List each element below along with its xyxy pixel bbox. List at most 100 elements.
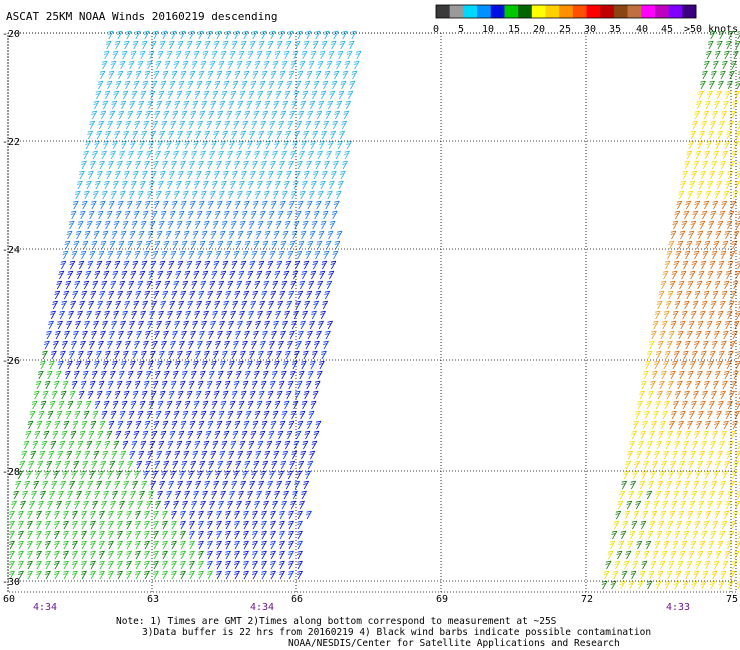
wind-barb (124, 300, 131, 310)
wind-barb (192, 450, 199, 460)
wind-barb (709, 30, 716, 40)
legend-swatch (545, 5, 560, 18)
wind-barb (45, 530, 51, 540)
wind-barb (631, 430, 637, 440)
wind-barb (167, 220, 174, 230)
wind-barb (684, 480, 691, 490)
wind-barb (208, 110, 215, 120)
wind-barb (168, 260, 175, 270)
wind-barb (333, 160, 339, 170)
wind-barb (302, 440, 309, 450)
wind-barb (131, 310, 137, 320)
wind-barb (724, 550, 731, 560)
wind-barb (45, 540, 51, 550)
wind-barb (167, 90, 174, 100)
wind-barb (48, 360, 55, 370)
wind-barb (252, 530, 258, 540)
wind-barb (634, 550, 641, 560)
wind-barb (652, 320, 659, 330)
wind-barb (110, 150, 116, 160)
wind-barb (725, 360, 732, 370)
wind-barb (288, 530, 294, 540)
wind-barb (126, 510, 132, 520)
wind-barb (286, 210, 293, 220)
wind-barb (202, 140, 208, 150)
wind-barb (656, 300, 663, 310)
wind-barb (159, 390, 166, 400)
legend-swatch (518, 5, 533, 18)
wind-barb (157, 270, 164, 280)
wind-barb (143, 120, 150, 130)
wind-barb (260, 120, 267, 130)
wind-barb (673, 580, 680, 590)
wind-barb (271, 370, 278, 380)
wind-barb (304, 430, 311, 440)
wind-barb (717, 220, 724, 230)
wind-barb (115, 170, 121, 180)
wind-barb (151, 210, 158, 220)
wind-barb (170, 380, 177, 390)
wind-barb (184, 490, 190, 500)
wind-barb (632, 470, 639, 480)
wind-barb (224, 380, 231, 390)
wind-barb (169, 80, 176, 90)
wind-barb (88, 210, 95, 220)
wind-barb (209, 190, 216, 200)
wind-barb (300, 360, 307, 370)
wind-barb (164, 60, 171, 70)
wind-barb (59, 440, 66, 450)
wind-barb (245, 190, 252, 200)
wind-barb (644, 410, 650, 420)
wind-barb (321, 350, 327, 360)
legend-swatch (436, 5, 451, 18)
wind-barb (292, 400, 299, 410)
wind-barb (90, 540, 96, 550)
wind-barb (329, 90, 336, 100)
wind-barb (228, 100, 235, 110)
wind-barb (75, 360, 82, 370)
wind-barb (180, 550, 186, 560)
wind-barb (294, 260, 301, 270)
wind-barb (293, 90, 300, 100)
wind-barb (90, 550, 96, 560)
wind-barb (676, 520, 683, 530)
wind-barb (90, 530, 96, 540)
wind-barb (56, 280, 63, 290)
wind-barb (691, 580, 698, 590)
wind-barb (253, 460, 260, 470)
wind-barb (162, 420, 169, 430)
wind-barb (316, 240, 323, 250)
wind-barb (18, 570, 24, 580)
wind-barb (157, 490, 163, 500)
wind-barb (104, 440, 111, 450)
wind-barb (297, 560, 303, 570)
wind-barb (242, 340, 248, 350)
wind-barb (91, 330, 97, 340)
legend-tick-40: 40 (636, 24, 648, 35)
wind-barb (724, 320, 731, 330)
wind-barb (166, 490, 172, 500)
wind-barb (117, 530, 123, 540)
wind-barb (283, 270, 290, 280)
wind-barb (722, 330, 729, 340)
wind-barb (702, 570, 709, 580)
wind-barb (216, 290, 223, 300)
wind-barb (694, 430, 700, 440)
wind-barb (139, 490, 145, 500)
wind-barb (116, 30, 123, 40)
wind-barb (322, 80, 329, 90)
wind-barb (134, 340, 140, 350)
wind-barb (228, 230, 235, 240)
wind-barb (261, 540, 267, 550)
wind-barb (218, 410, 225, 420)
wind-barb (124, 170, 130, 180)
wind-barb (139, 270, 146, 280)
wind-barb (690, 310, 697, 320)
wind-barb (667, 290, 674, 300)
wind-barb (706, 140, 713, 150)
wind-barb (169, 300, 176, 310)
wind-barb (731, 330, 738, 340)
wind-barb (48, 320, 54, 330)
wind-barb (669, 280, 676, 290)
wind-barb (174, 450, 181, 460)
